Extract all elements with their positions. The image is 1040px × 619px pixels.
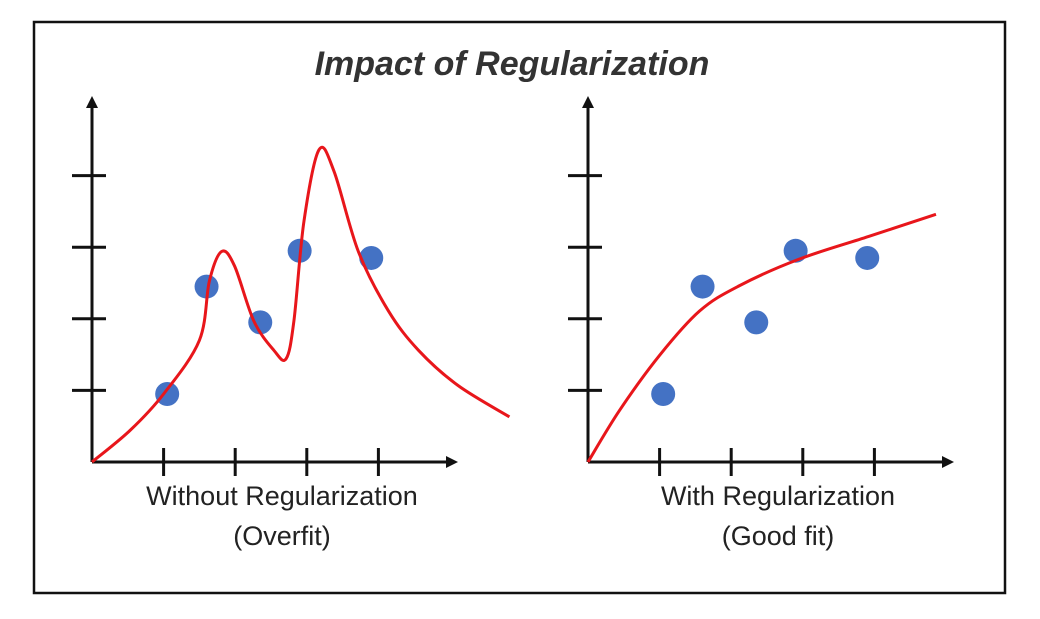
y-arrow [582, 96, 594, 108]
data-point [248, 310, 273, 335]
fit-curve [91, 145, 511, 464]
data-point [744, 310, 769, 335]
x-axis-label: With Regularization [661, 481, 895, 511]
data-point [359, 245, 384, 270]
x-arrow [446, 456, 458, 468]
data-point [155, 381, 180, 406]
x-axis-label: Without Regularization [146, 481, 418, 511]
y-arrow [86, 96, 98, 108]
frame [32, 20, 1007, 595]
x-axis-label: (Good fit) [722, 521, 835, 551]
fit-curve [586, 212, 937, 463]
data-point [651, 381, 676, 406]
x-axis-label: (Overfit) [233, 521, 331, 551]
data-point [855, 245, 880, 270]
x-arrow [942, 456, 954, 468]
data-point [690, 274, 715, 299]
title: Impact of Regularization [315, 45, 710, 83]
data-point [194, 274, 219, 299]
